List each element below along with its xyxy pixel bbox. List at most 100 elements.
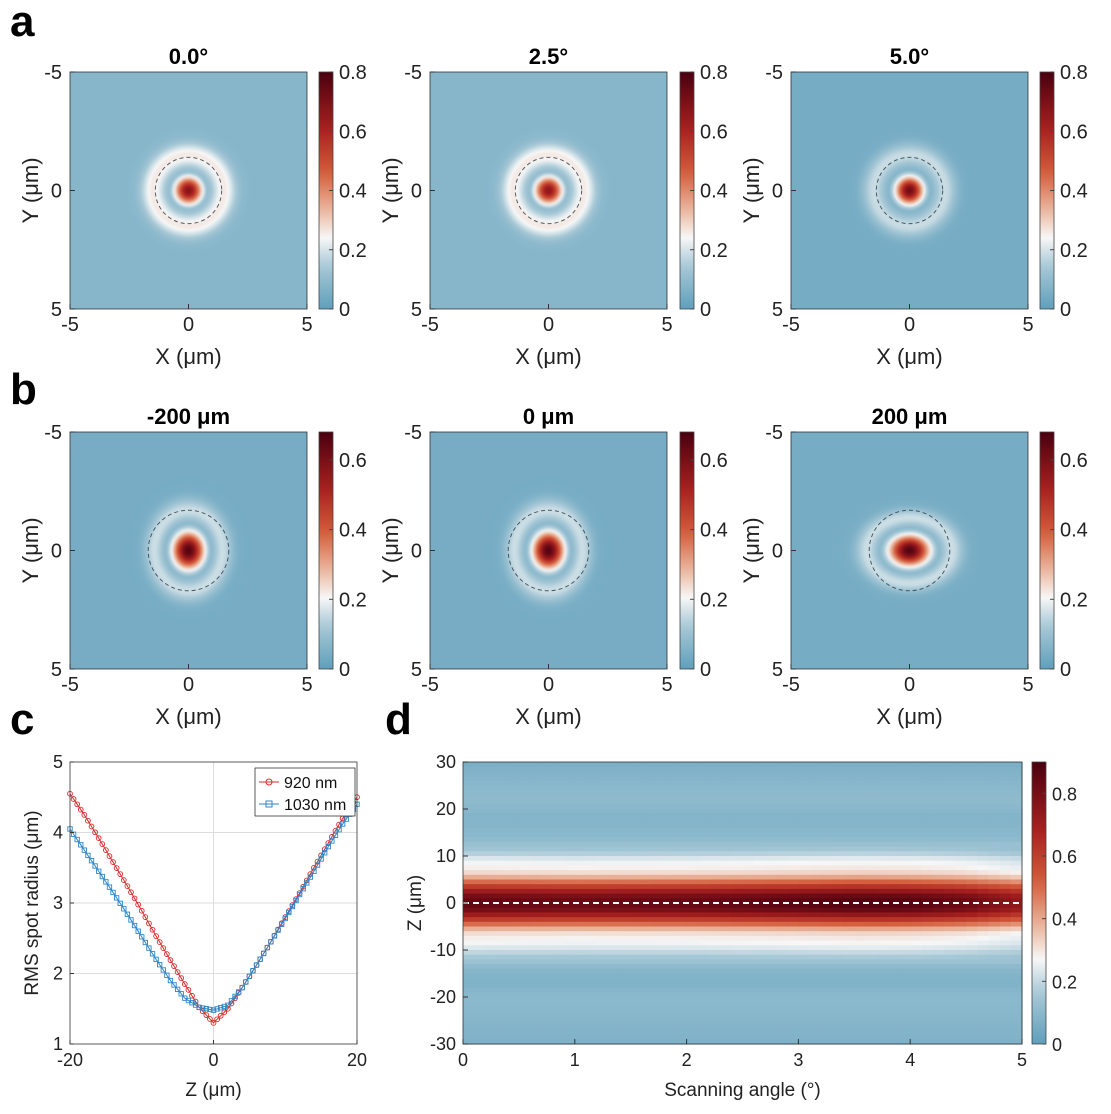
panel-c-series-1-point — [110, 889, 116, 896]
panel-d-cell — [619, 823, 632, 829]
panel-d-cell — [485, 1011, 498, 1017]
panel-d-cell — [619, 935, 632, 942]
panel-d-cell — [820, 846, 833, 852]
panel-d-cell — [831, 940, 844, 946]
panel-d-cell — [641, 968, 654, 975]
panel-d-cell — [854, 1029, 867, 1036]
panel-d-cell — [664, 780, 677, 787]
panel-d-cell — [1010, 860, 1023, 866]
panel-d-cell — [742, 851, 755, 857]
panel-d-cell — [1010, 992, 1023, 998]
panel-d-cell — [932, 1029, 945, 1036]
panel-d-cell — [653, 1006, 665, 1012]
panel-d-cell — [530, 893, 542, 899]
panel-d-cell — [843, 959, 855, 965]
panel-d-cell — [485, 997, 498, 1003]
panel-d-cell — [966, 917, 978, 923]
panel-d-cell — [966, 1015, 978, 1022]
panel-d-cell — [664, 945, 677, 951]
panel-d-cell — [708, 964, 721, 970]
panel-d-cell — [966, 837, 978, 843]
panel-d-cell — [585, 926, 598, 932]
panel-d-cell — [686, 921, 699, 928]
panel-d-cell — [507, 907, 520, 913]
panel-d-cell — [943, 903, 956, 909]
panel-d-cell — [787, 940, 799, 946]
panel-d-cell — [999, 940, 1012, 946]
panel-d-cell — [977, 898, 990, 904]
panel-d-cell — [686, 771, 699, 777]
panel-d-cell — [954, 846, 967, 852]
panel-c-series-0-point — [128, 889, 134, 896]
panel-d-cell — [988, 837, 1001, 843]
panel-d-cell — [999, 780, 1012, 787]
panel-d-cell — [921, 982, 934, 989]
panel-d-cell — [999, 1029, 1012, 1036]
panel-d-cell — [686, 950, 699, 956]
panel-d-cell — [507, 950, 520, 956]
panel-a3-colorbar-tick-label: 0.2 — [1060, 240, 1088, 262]
panel-d-cell — [552, 794, 565, 801]
panel-d-cell — [820, 921, 833, 928]
panel-a3-xtick-label: 0 — [904, 314, 915, 336]
panel-d-cell — [787, 818, 799, 824]
panel-d-cell — [876, 940, 889, 946]
panel-d-cell — [764, 785, 777, 791]
panel-d-cell — [910, 950, 922, 956]
panel-d-cell — [742, 762, 755, 768]
panel-d-cell — [574, 879, 587, 885]
panel-d-cell — [865, 762, 878, 768]
panel-d-cell — [742, 921, 755, 928]
panel-d-cell — [932, 856, 945, 862]
panel-d-cell — [597, 771, 609, 777]
panel-d-cell — [966, 1034, 978, 1040]
panel-d-cell — [675, 790, 688, 796]
panel-d-cell — [887, 964, 900, 970]
panel-d-cell — [843, 935, 855, 942]
panel-d-cell — [530, 1034, 542, 1040]
panel-d-cell — [731, 1034, 744, 1040]
panel-d-cell — [742, 794, 755, 801]
panel-d-cell — [686, 931, 699, 937]
panel-d-cell — [653, 1025, 665, 1031]
panel-d-cell — [899, 907, 911, 913]
panel-d-cell — [843, 912, 855, 918]
panel-d-cell — [798, 982, 811, 989]
panel-c-series-1-point — [275, 927, 281, 933]
panel-d-cell — [988, 954, 1001, 960]
panel-d-cell — [787, 907, 799, 913]
panel-b3-colorbar-tick-label: 0.6 — [1060, 450, 1088, 472]
panel-d-cell — [630, 973, 643, 979]
panel-d-cell — [932, 804, 945, 810]
panel-d-cell — [708, 809, 721, 815]
panel-d-cell — [585, 917, 598, 923]
panel-d-cell — [876, 982, 889, 989]
panel-d-cell — [887, 1020, 900, 1026]
panel-d-cell — [653, 794, 665, 801]
panel-d-cell — [608, 959, 621, 965]
panel-d-cell — [776, 973, 788, 979]
panel-d-cell — [474, 846, 486, 852]
panel-d-cell — [999, 809, 1012, 815]
panel-d-cell — [518, 874, 531, 881]
panel-d-cell — [798, 1006, 811, 1012]
panel-d-cell — [764, 865, 777, 871]
panel-d-cell — [630, 945, 643, 951]
panel-b2-ytick-label: 5 — [411, 659, 422, 681]
panel-d-cell — [966, 968, 978, 975]
panel-d-cell — [932, 776, 945, 782]
panel-d-cell — [943, 799, 956, 805]
panel-d-cell — [530, 968, 542, 975]
panel-d-cell — [664, 874, 677, 881]
panel-d-cell — [530, 1006, 542, 1012]
panel-d-cell — [820, 888, 833, 895]
panel-d-cell — [910, 978, 922, 984]
panel-d-cell — [485, 780, 498, 787]
panel-d-cell — [585, 1015, 598, 1022]
panel-d-cell — [641, 771, 654, 777]
panel-d-cell — [764, 879, 777, 885]
panel-d-cell — [820, 912, 833, 918]
panel-b2-ytick-label: 0 — [411, 541, 422, 563]
panel-d-cell — [574, 794, 587, 801]
panel-d-cell — [530, 837, 542, 843]
